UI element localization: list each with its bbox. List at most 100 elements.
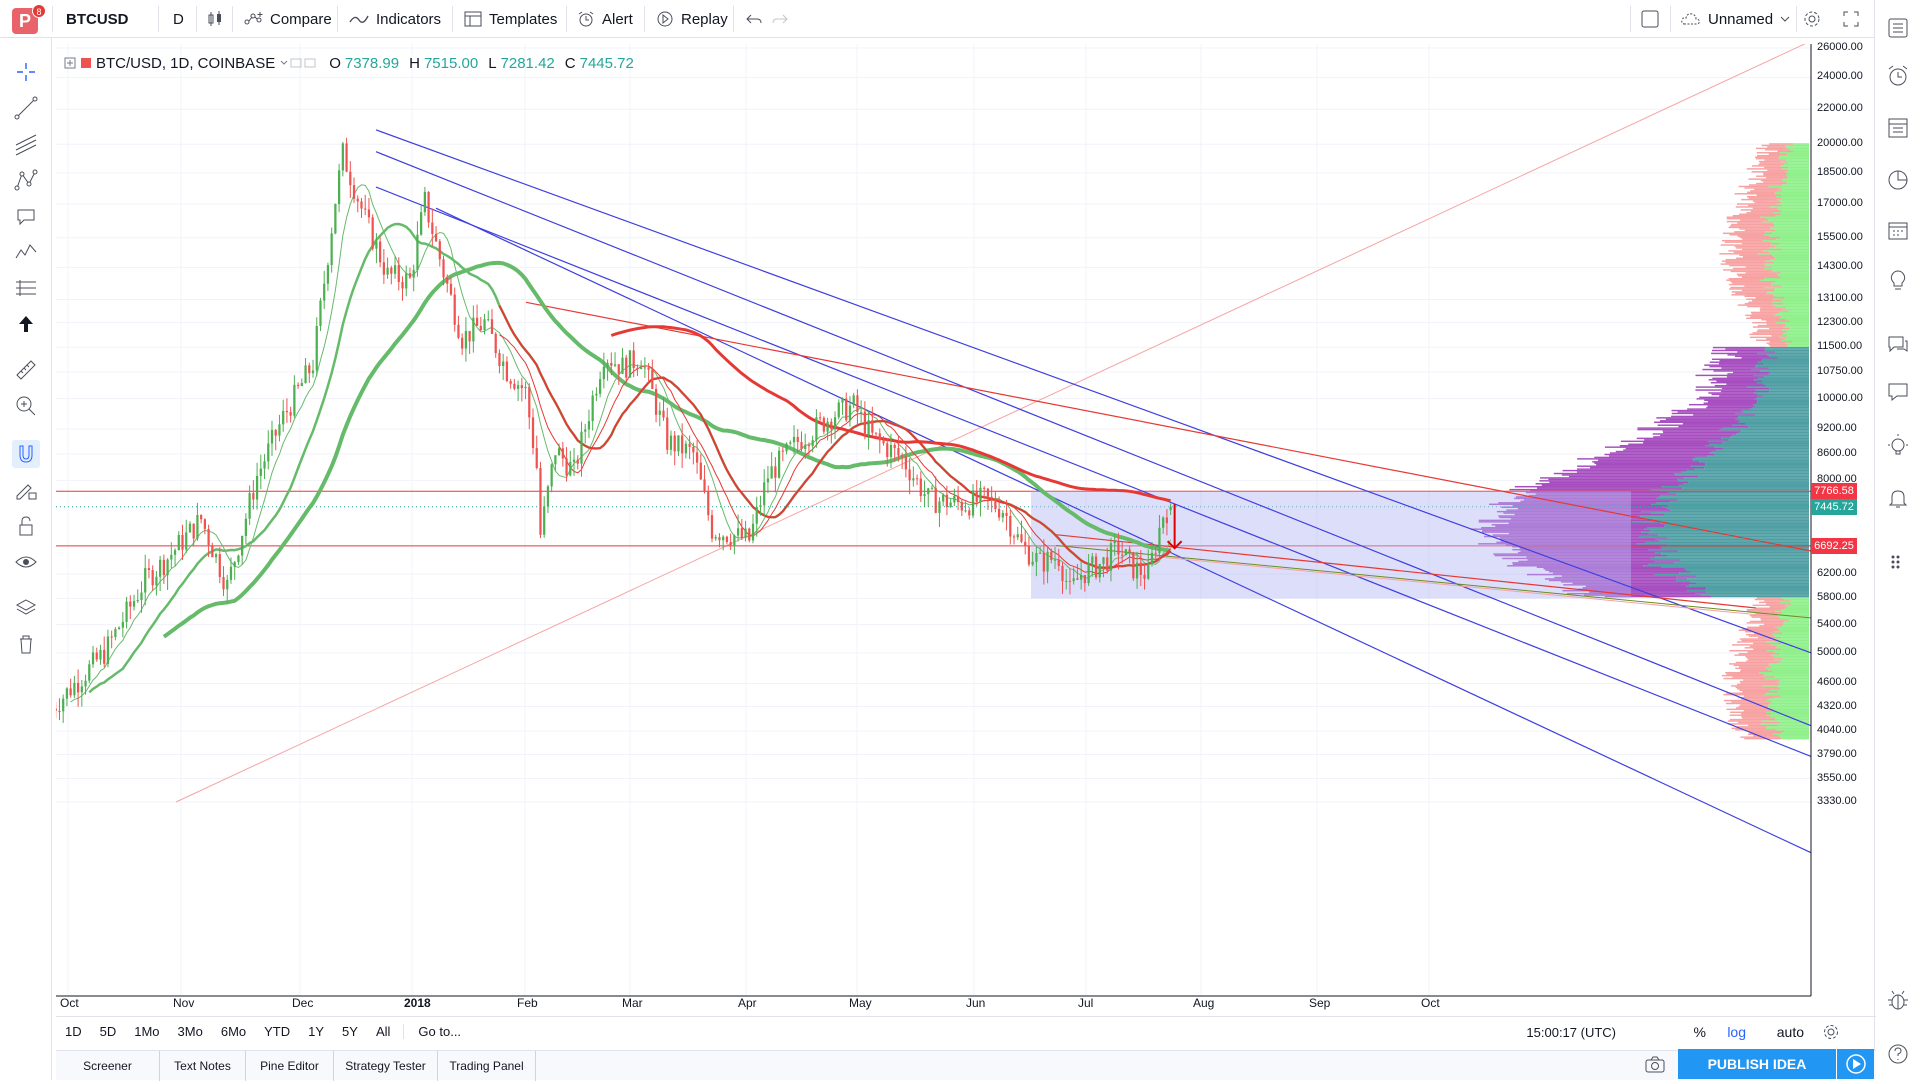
tab-screener[interactable]: Screener	[56, 1051, 160, 1081]
candle-body	[807, 445, 811, 447]
range-all[interactable]: All	[375, 1024, 391, 1039]
fullscreen-toggle[interactable]	[1640, 0, 1660, 38]
remove-drawings-tool[interactable]	[12, 630, 40, 658]
alert-button[interactable]: Alert	[576, 0, 633, 38]
trend-line-tool[interactable]	[12, 94, 40, 122]
bug-report-button[interactable]	[1884, 986, 1912, 1014]
data-window-button[interactable]	[1884, 114, 1912, 142]
price-tick-label: 4320.00	[1817, 699, 1857, 712]
replay-button[interactable]: Replay	[655, 0, 728, 38]
crosshair-tool[interactable]	[12, 58, 40, 86]
candle-body	[707, 491, 710, 516]
lock-drawings-tool[interactable]	[12, 512, 40, 540]
volume-bar	[1762, 358, 1809, 361]
streams-button[interactable]	[1884, 330, 1912, 358]
volume-bar	[1746, 317, 1780, 320]
range-1mo[interactable]: 1Mo	[134, 1024, 160, 1039]
layout-menu[interactable]: Unnamed	[1680, 0, 1791, 38]
magnet-tool[interactable]	[12, 440, 40, 468]
log-scale-toggle[interactable]: log	[1727, 1024, 1746, 1040]
elliott-wave-tool[interactable]	[12, 238, 40, 266]
range-1d[interactable]: 1D	[65, 1024, 82, 1039]
candle-body	[919, 478, 922, 497]
interval-button[interactable]: D	[173, 10, 184, 28]
candle-body	[1169, 506, 1172, 511]
candle-body	[132, 601, 136, 607]
calendar-button[interactable]	[1884, 216, 1912, 244]
symbol-search[interactable]: BTCUSD	[66, 10, 129, 28]
legend-symbol[interactable]: BTC/USD, 1D, COINBASE	[96, 54, 276, 72]
tab-strategy-tester[interactable]: Strategy Tester	[334, 1051, 438, 1081]
object-tree-tool[interactable]	[12, 594, 40, 622]
watchlist-button[interactable]	[1884, 14, 1912, 42]
indicators-button[interactable]: Indicators	[348, 0, 441, 38]
range-5y[interactable]: 5Y	[342, 1024, 358, 1039]
idea-stream-button[interactable]	[1884, 432, 1912, 460]
legend-menu-icon[interactable]	[279, 57, 319, 69]
volume-bar	[1698, 475, 1809, 478]
ideas-button[interactable]	[1884, 266, 1912, 294]
volume-bar	[1716, 380, 1763, 382]
goto-button[interactable]: Go to...	[403, 1024, 470, 1039]
low-value: 7281.42	[500, 54, 555, 72]
range-6mo[interactable]: 6Mo	[220, 1024, 247, 1039]
pattern-tool[interactable]	[12, 166, 40, 194]
volume-bar	[1742, 717, 1776, 719]
volume-bar	[1720, 244, 1771, 246]
help-button[interactable]	[1884, 1040, 1912, 1068]
volume-bar	[1779, 209, 1809, 211]
auto-scale-toggle[interactable]: auto	[1776, 1024, 1804, 1040]
volume-bar	[1767, 291, 1809, 293]
range-ytd[interactable]: YTD	[264, 1024, 291, 1039]
hotlist-button[interactable]	[1884, 166, 1912, 194]
percent-scale-toggle[interactable]: %	[1693, 1024, 1706, 1040]
tab-text-notes[interactable]: Text Notes	[160, 1051, 246, 1081]
candle-body	[69, 688, 72, 696]
stay-in-drawing-tool[interactable]	[12, 476, 40, 504]
volume-bar	[1754, 188, 1778, 191]
chats-button[interactable]	[1884, 378, 1912, 406]
price-tick-label: 6200.00	[1817, 566, 1857, 579]
drawing-toolbar	[0, 38, 52, 1080]
volume-bar	[1762, 380, 1809, 382]
candle-body	[375, 241, 378, 249]
templates-button[interactable]: Templates	[463, 0, 557, 38]
hide-drawings-tool[interactable]	[12, 548, 40, 576]
volume-bar	[1639, 535, 1809, 538]
undo-button[interactable]	[745, 0, 763, 38]
price-chart[interactable]	[56, 44, 1876, 1016]
ruler-tool[interactable]	[12, 356, 40, 384]
fib-tool[interactable]	[12, 130, 40, 158]
gear-icon[interactable]	[1822, 1023, 1840, 1041]
redo-button[interactable]	[771, 0, 789, 38]
annotation-tool[interactable]	[12, 202, 40, 230]
range-3mo[interactable]: 3Mo	[177, 1024, 203, 1039]
volume-bar	[1782, 178, 1809, 180]
camera-icon[interactable]	[1644, 1054, 1666, 1074]
icon-tool[interactable]	[12, 310, 40, 338]
notifications-button[interactable]	[1884, 484, 1912, 512]
settings-button[interactable]	[1802, 0, 1822, 38]
zoom-tool[interactable]	[12, 392, 40, 420]
candle-body	[688, 443, 691, 447]
publish-video-button[interactable]	[1836, 1049, 1874, 1079]
tab-trading-panel[interactable]: Trading Panel	[438, 1051, 536, 1081]
publish-idea-button[interactable]: PUBLISH IDEA	[1678, 1049, 1836, 1079]
price-tick-label: 10750.00	[1817, 365, 1863, 378]
range-1y[interactable]: 1Y	[308, 1024, 325, 1039]
utc-clock[interactable]: 15:00:17 (UTC)	[1526, 1025, 1616, 1040]
candle-body	[110, 636, 113, 638]
candle-body	[833, 417, 837, 430]
volume-bar	[1780, 190, 1809, 192]
volume-bar	[1728, 250, 1764, 252]
fullscreen-button[interactable]	[1842, 0, 1860, 38]
chart-type-button[interactable]	[206, 0, 224, 38]
dom-button[interactable]	[1884, 548, 1912, 576]
range-5d[interactable]: 5D	[99, 1024, 117, 1039]
expand-icon[interactable]	[64, 57, 76, 69]
tab-pine-editor[interactable]: Pine Editor	[246, 1051, 334, 1081]
compare-button[interactable]: Compare	[242, 0, 332, 38]
volume-bar	[1561, 575, 1697, 577]
alerts-button[interactable]	[1884, 62, 1912, 90]
prediction-tool[interactable]	[12, 274, 40, 302]
